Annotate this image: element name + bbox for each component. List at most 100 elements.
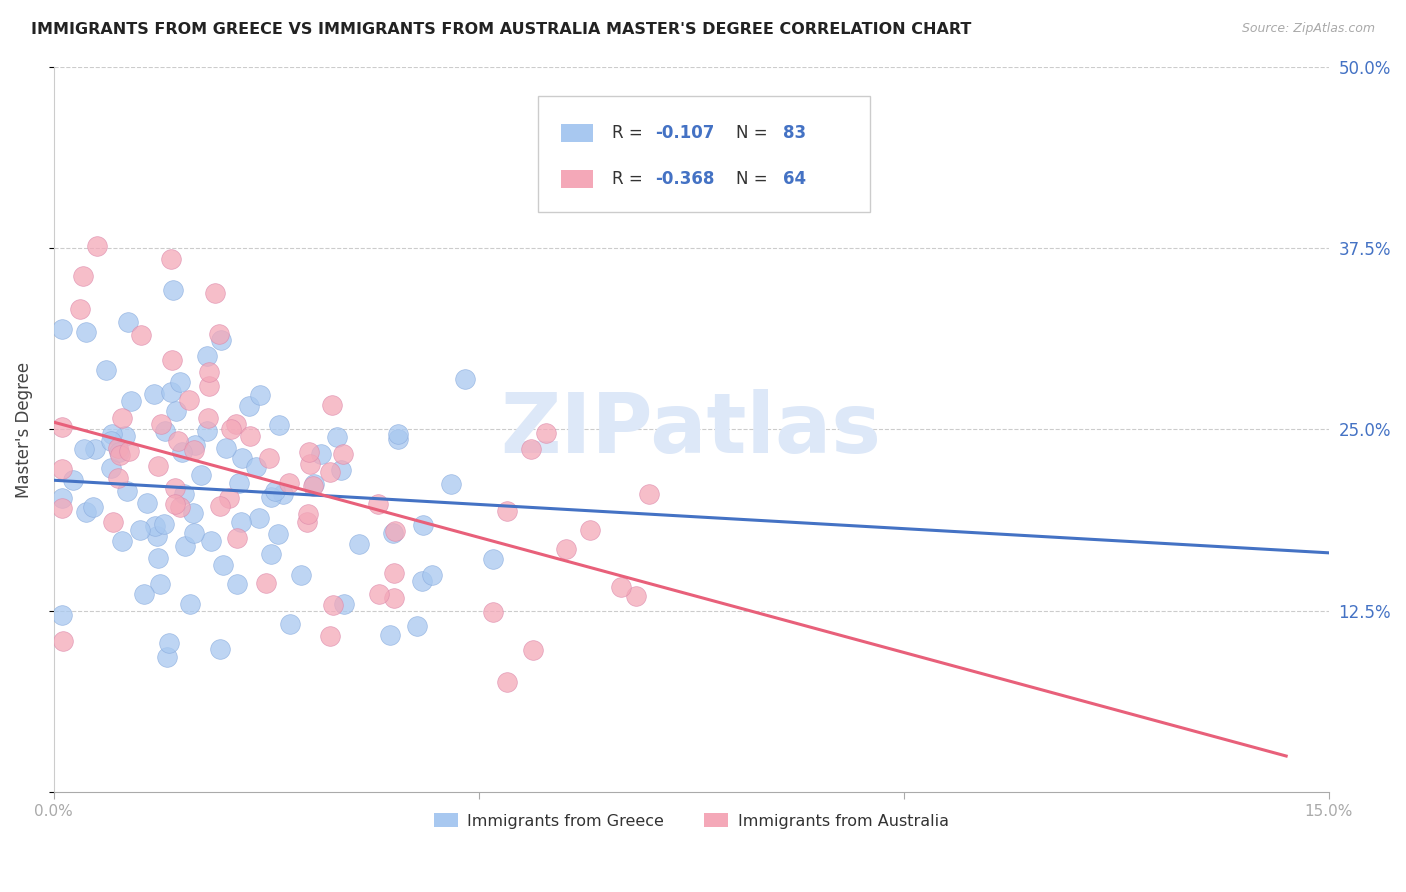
Point <box>177 393 200 408</box>
Point <box>247 511 270 525</box>
Point <box>309 447 332 461</box>
Point <box>387 426 409 441</box>
Text: ZIPatlas: ZIPatlas <box>501 389 882 470</box>
Point <box>266 527 288 541</box>
Point <box>84 442 107 456</box>
Point <box>382 526 405 541</box>
Point <box>120 393 142 408</box>
Text: -0.368: -0.368 <box>655 170 714 188</box>
Point <box>298 445 321 459</box>
Point <box>195 424 218 438</box>
Point <box>273 487 295 501</box>
Point <box>249 388 271 402</box>
Text: N =: N = <box>735 124 773 143</box>
Point <box>159 384 181 399</box>
Point <box>132 586 155 600</box>
Point <box>322 599 344 613</box>
Point <box>51 491 73 505</box>
Point <box>162 283 184 297</box>
Point <box>183 438 205 452</box>
Point <box>174 539 197 553</box>
Point <box>129 524 152 538</box>
Point <box>143 519 166 533</box>
Point <box>107 442 129 456</box>
Point <box>367 497 389 511</box>
Text: Source: ZipAtlas.com: Source: ZipAtlas.com <box>1241 22 1375 36</box>
Point <box>264 483 287 498</box>
Point <box>278 617 301 632</box>
Point <box>51 501 73 516</box>
Legend: Immigrants from Greece, Immigrants from Australia: Immigrants from Greece, Immigrants from … <box>427 806 955 835</box>
Point <box>332 447 354 461</box>
Point <box>160 252 183 267</box>
Point <box>412 517 434 532</box>
Point <box>347 537 370 551</box>
Point <box>609 581 631 595</box>
Point <box>482 551 505 566</box>
Point <box>169 500 191 515</box>
Point <box>118 444 141 458</box>
Point <box>157 636 180 650</box>
Point <box>146 529 169 543</box>
Point <box>299 457 322 471</box>
Point <box>115 483 138 498</box>
Point <box>183 526 205 541</box>
Point <box>638 487 661 501</box>
Point <box>382 566 405 580</box>
Text: N =: N = <box>735 170 773 188</box>
Point <box>149 417 172 432</box>
Point <box>153 424 176 438</box>
Point <box>534 426 557 441</box>
Point <box>254 575 277 590</box>
Point <box>52 634 75 648</box>
Point <box>225 417 247 431</box>
Point <box>101 515 124 529</box>
Point <box>578 523 600 537</box>
Point <box>75 326 97 340</box>
Text: 83: 83 <box>783 124 806 143</box>
Point <box>172 444 194 458</box>
Point <box>166 434 188 448</box>
Point <box>387 432 409 446</box>
Y-axis label: Master's Degree: Master's Degree <box>15 361 32 498</box>
Text: 64: 64 <box>783 170 806 188</box>
Text: IMMIGRANTS FROM GREECE VS IMMIGRANTS FROM AUSTRALIA MASTER'S DEGREE CORRELATION : IMMIGRANTS FROM GREECE VS IMMIGRANTS FRO… <box>31 22 972 37</box>
Point <box>209 499 232 513</box>
Point <box>197 410 219 425</box>
Point <box>411 574 433 589</box>
Point <box>238 399 260 413</box>
Point <box>110 410 132 425</box>
Point <box>72 268 94 283</box>
Point <box>302 479 325 493</box>
Point <box>269 417 291 432</box>
Point <box>624 589 647 603</box>
Point <box>406 619 429 633</box>
Point <box>75 505 97 519</box>
Point <box>100 434 122 448</box>
Point <box>156 649 179 664</box>
Point <box>297 516 319 530</box>
Point <box>153 516 176 531</box>
Point <box>96 363 118 377</box>
Point <box>208 642 231 657</box>
Point <box>378 628 401 642</box>
Point <box>51 607 73 622</box>
Point <box>111 533 134 548</box>
Point <box>239 428 262 442</box>
Point <box>231 516 253 530</box>
Point <box>108 448 131 462</box>
Point <box>329 463 352 477</box>
Point <box>522 643 544 657</box>
Point <box>197 365 219 379</box>
Point <box>496 674 519 689</box>
Point <box>290 568 312 582</box>
Point <box>245 459 267 474</box>
Point <box>454 372 477 386</box>
Point <box>226 577 249 591</box>
Point <box>149 577 172 591</box>
Point <box>136 495 159 509</box>
Point <box>183 443 205 458</box>
FancyBboxPatch shape <box>538 95 870 211</box>
Point <box>195 349 218 363</box>
Point <box>325 430 347 444</box>
